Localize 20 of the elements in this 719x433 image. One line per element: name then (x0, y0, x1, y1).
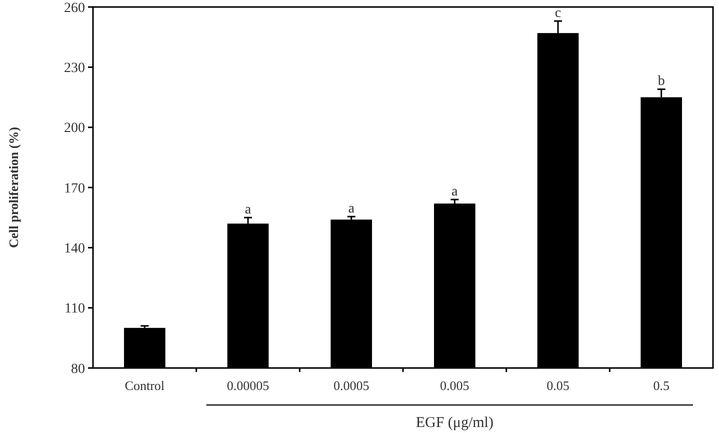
y-tick-label: 260 (64, 0, 85, 16)
y-tick-label: 200 (64, 121, 85, 136)
annotation: a (244, 202, 252, 218)
x-tick-label: Control (124, 378, 165, 393)
x-tick-label: 0.05 (546, 378, 570, 393)
annotation: a (452, 184, 459, 200)
y-tick-label: 140 (64, 242, 85, 257)
x-tick-label: 0.00005 (226, 378, 270, 393)
y-tick-label: 80 (71, 362, 85, 377)
y-axis-title: Cell proliferation (%) (6, 126, 21, 248)
y-tick-label: 230 (64, 61, 85, 76)
x-tick-label: 0.005 (440, 378, 470, 393)
annotation: b (658, 74, 665, 90)
annotation: c (554, 6, 562, 22)
y-tick-label: 110 (64, 302, 85, 317)
x-axis-title: EGF (μg/ml) (416, 415, 494, 431)
x-tick-label: 0.5 (653, 378, 670, 393)
y-tick-label: 170 (64, 181, 85, 196)
x-tick-label: 0.0005 (333, 378, 370, 393)
annotation: a (348, 202, 356, 217)
